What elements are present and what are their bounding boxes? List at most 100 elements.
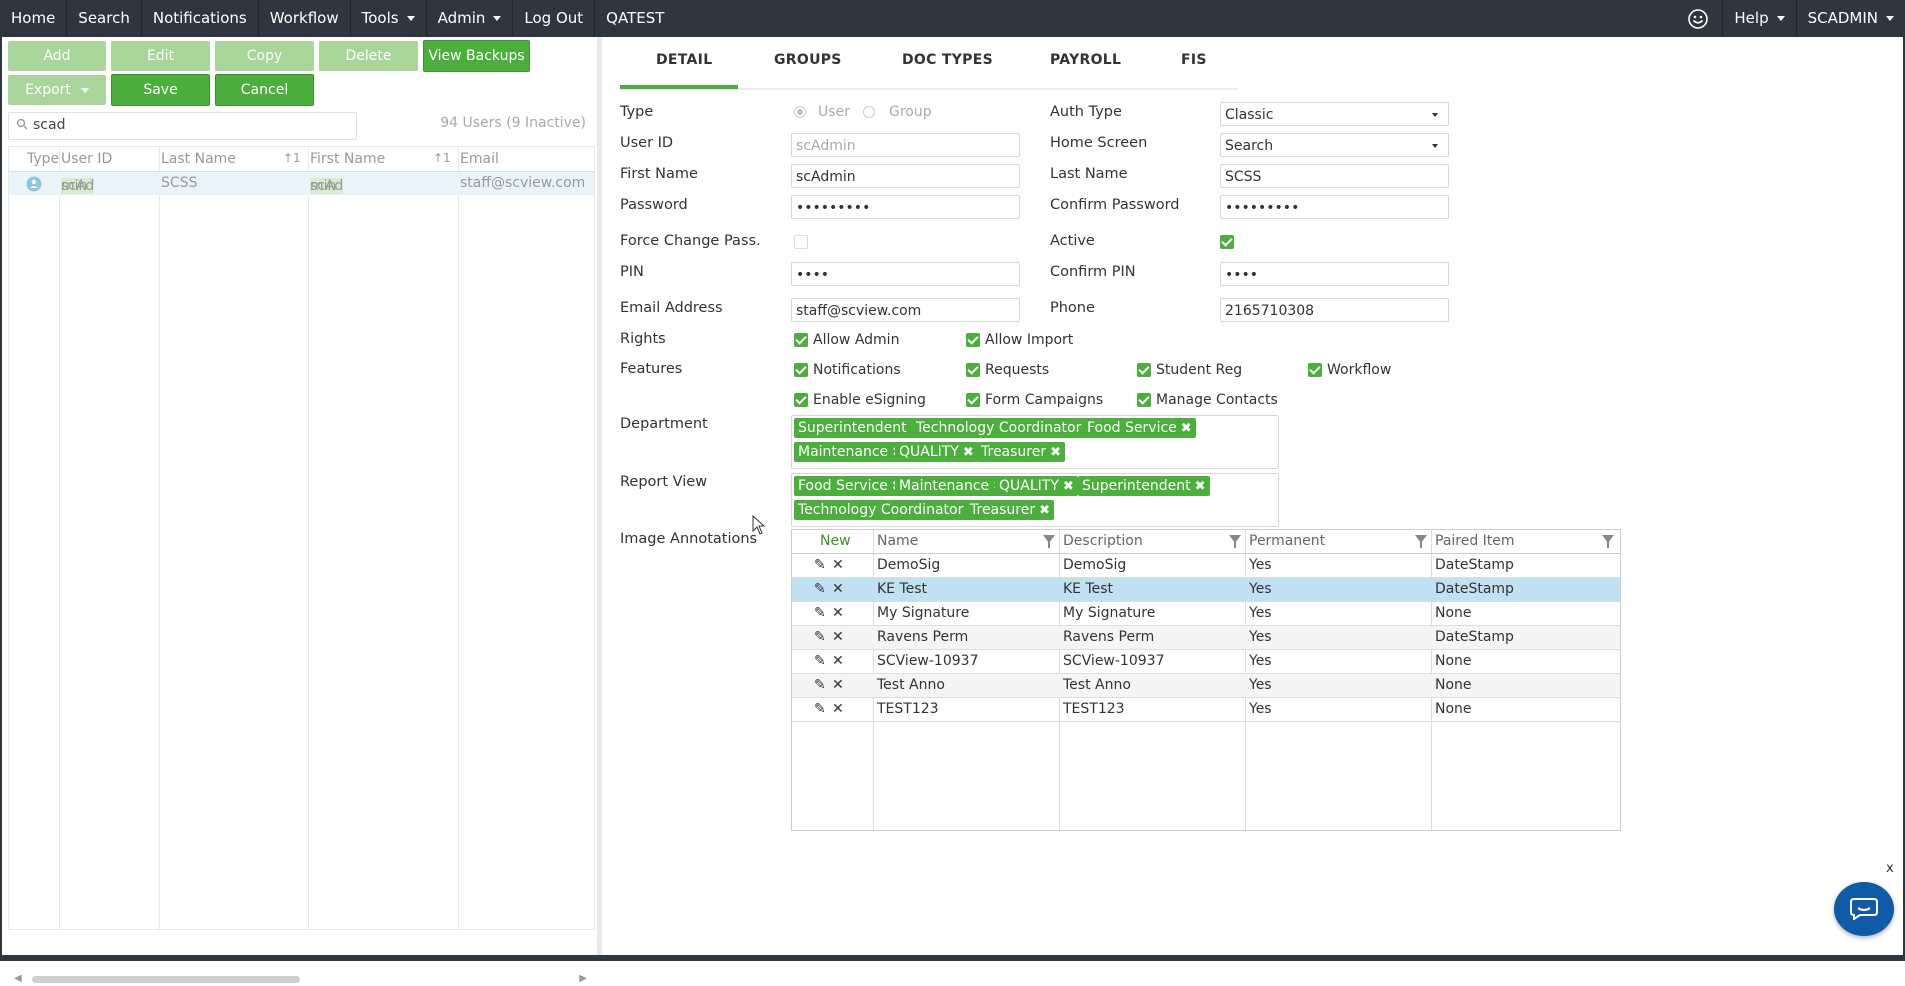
delete-x-icon[interactable]: ✕ [832, 629, 844, 645]
col-header-firstname[interactable]: First Name [310, 151, 386, 167]
nav-notifications[interactable]: Notifications [142, 0, 259, 37]
last-name-input[interactable]: SCSS [1220, 164, 1449, 188]
feature-manage-contacts-checkbox[interactable] [1137, 393, 1151, 407]
table-row[interactable]: ✎ ✕ KE Test KE Test Yes DateStamp [792, 578, 1620, 602]
edit-pencil-icon[interactable]: ✎ [814, 677, 826, 693]
department-tag[interactable]: Superintendent✖ [794, 418, 926, 438]
delete-x-icon[interactable]: ✕ [832, 605, 844, 621]
department-tag[interactable]: Technology Coordinator✖ [912, 418, 1101, 438]
cancel-button[interactable]: Cancel [215, 74, 314, 106]
tab-groups[interactable]: GROUPS [774, 52, 842, 68]
department-tag[interactable]: QUALITY ✖ [895, 442, 978, 462]
view-backups-button[interactable]: View Backups [423, 40, 530, 72]
phone-input[interactable]: 2165710308 [1220, 298, 1449, 322]
type-user-radio[interactable] [794, 106, 806, 118]
force-change-checkbox[interactable] [794, 235, 808, 249]
edit-pencil-icon[interactable]: ✎ [814, 653, 826, 669]
report-view-tag[interactable]: Treasurer ✖ [966, 500, 1055, 520]
ann-header-name[interactable]: Name [877, 533, 919, 549]
nav-tools[interactable]: Tools [351, 0, 427, 37]
pin-input[interactable]: •••• [791, 262, 1020, 286]
active-checkbox[interactable] [1220, 235, 1234, 249]
table-row[interactable]: ✎ ✕ DemoSig DemoSig Yes DateStamp [792, 554, 1620, 578]
nav-user-menu[interactable]: SCADMIN [1795, 0, 1905, 37]
chat-widget-button[interactable] [1834, 882, 1894, 936]
edit-pencil-icon[interactable]: ✎ [814, 701, 826, 717]
feature-student-reg-checkbox[interactable] [1137, 363, 1151, 377]
filter-icon[interactable] [1043, 535, 1055, 548]
report-view-tag[interactable]: Technology Coordinator✖ [794, 500, 983, 520]
scroll-left-icon[interactable]: ◀ [14, 973, 22, 984]
feature-workflow-checkbox[interactable] [1308, 363, 1322, 377]
table-row[interactable]: ✎ ✕ TEST123 TEST123 Yes None [792, 698, 1620, 722]
report-view-tag[interactable]: Maintenance✖ [895, 476, 1009, 496]
department-multiselect[interactable]: Superintendent✖ Technology Coordinator✖ … [791, 415, 1279, 469]
col-header-userid[interactable]: User ID [61, 151, 113, 167]
col-header-type[interactable]: Type [27, 151, 60, 167]
filter-icon[interactable] [1415, 535, 1427, 548]
auth-type-select[interactable]: Classic [1220, 102, 1449, 126]
save-button[interactable]: Save [111, 74, 210, 106]
nav-home[interactable]: Home [0, 0, 68, 37]
tab-detail[interactable]: DETAIL [656, 52, 713, 68]
remove-tag-icon[interactable]: ✖ [962, 445, 974, 460]
report-view-tag[interactable]: QUALITY ✖ [995, 476, 1078, 496]
remove-tag-icon[interactable]: ✖ [1062, 479, 1074, 494]
table-row[interactable]: ✎ ✕ SCView-10937 SCView-10937 Yes None [792, 650, 1620, 674]
scrollbar-thumb[interactable] [32, 976, 300, 983]
nav-admin[interactable]: Admin [427, 0, 514, 37]
copy-button[interactable]: Copy [215, 41, 314, 71]
remove-tag-icon[interactable]: ✖ [1180, 421, 1192, 436]
table-row[interactable]: ✎ ✕ Ravens Perm Ravens Perm Yes DateStamp [792, 626, 1620, 650]
new-annotation-link[interactable]: New [820, 533, 851, 549]
table-row[interactable]: scAd min SCSS scAd min staff@scview.com [9, 172, 594, 195]
type-group-radio[interactable] [863, 106, 875, 118]
chat-close-icon[interactable]: x [1886, 861, 1894, 876]
password-input[interactable]: ••••••••• [791, 195, 1020, 219]
confirm-pin-input[interactable]: •••• [1220, 262, 1449, 286]
table-row[interactable]: ✎ ✕ Test Anno Test Anno Yes None [792, 674, 1620, 698]
ann-header-permanent[interactable]: Permanent [1249, 533, 1326, 549]
filter-icon[interactable] [1602, 535, 1614, 548]
ann-header-description[interactable]: Description [1063, 533, 1143, 549]
edit-pencil-icon[interactable]: ✎ [814, 557, 826, 573]
department-tag[interactable]: Food Service ✖ [1083, 418, 1196, 438]
allow-import-checkbox[interactable] [966, 333, 980, 347]
feature-form-campaigns-checkbox[interactable] [966, 393, 980, 407]
export-button[interactable]: Export [8, 75, 106, 105]
first-name-input[interactable]: scAdmin [791, 164, 1020, 188]
user-search-input[interactable]: scad [8, 112, 357, 140]
col-header-lastname[interactable]: Last Name [161, 151, 236, 167]
remove-tag-icon[interactable]: ✖ [1039, 503, 1051, 518]
tab-doc-types[interactable]: DOC TYPES [902, 52, 993, 68]
report-view-tag[interactable]: Superintendent ✖ [1078, 476, 1210, 496]
delete-x-icon[interactable]: ✕ [832, 677, 844, 693]
department-tag[interactable]: Treasurer ✖ [977, 442, 1066, 462]
confirm-password-input[interactable]: ••••••••• [1220, 195, 1449, 219]
remove-tag-icon[interactable]: ✖ [1050, 445, 1062, 460]
feature-esigning-checkbox[interactable] [794, 393, 808, 407]
tab-payroll[interactable]: PAYROLL [1050, 52, 1122, 68]
filter-icon[interactable] [1229, 535, 1241, 548]
department-tag[interactable]: Maintenance✖ [794, 442, 908, 462]
feedback-smiley-icon[interactable] [1673, 8, 1722, 30]
remove-tag-icon[interactable]: ✖ [1194, 479, 1206, 494]
allow-admin-checkbox[interactable] [794, 333, 808, 347]
edit-pencil-icon[interactable]: ✎ [814, 629, 826, 645]
feature-requests-checkbox[interactable] [966, 363, 980, 377]
nav-logout[interactable]: Log Out [513, 0, 596, 37]
report-view-tag[interactable]: Food Service✖ [794, 476, 907, 496]
add-button[interactable]: Add [8, 41, 106, 71]
table-row[interactable]: ✎ ✕ My Signature My Signature Yes None [792, 602, 1620, 626]
delete-x-icon[interactable]: ✕ [832, 581, 844, 597]
report-view-multiselect[interactable]: Food Service✖ Maintenance✖ QUALITY✖ Supe… [791, 473, 1279, 527]
nav-help[interactable]: Help [1722, 0, 1795, 37]
user-id-input[interactable]: scAdmin [791, 133, 1020, 157]
edit-button[interactable]: Edit [111, 41, 210, 71]
feature-notifications-checkbox[interactable] [794, 363, 808, 377]
horizontal-scrollbar[interactable]: ◀ ▶ [8, 972, 593, 986]
nav-workflow[interactable]: Workflow [259, 0, 351, 37]
delete-x-icon[interactable]: ✕ [832, 701, 844, 717]
delete-x-icon[interactable]: ✕ [832, 653, 844, 669]
ann-header-paired-item[interactable]: Paired Item [1435, 533, 1515, 549]
